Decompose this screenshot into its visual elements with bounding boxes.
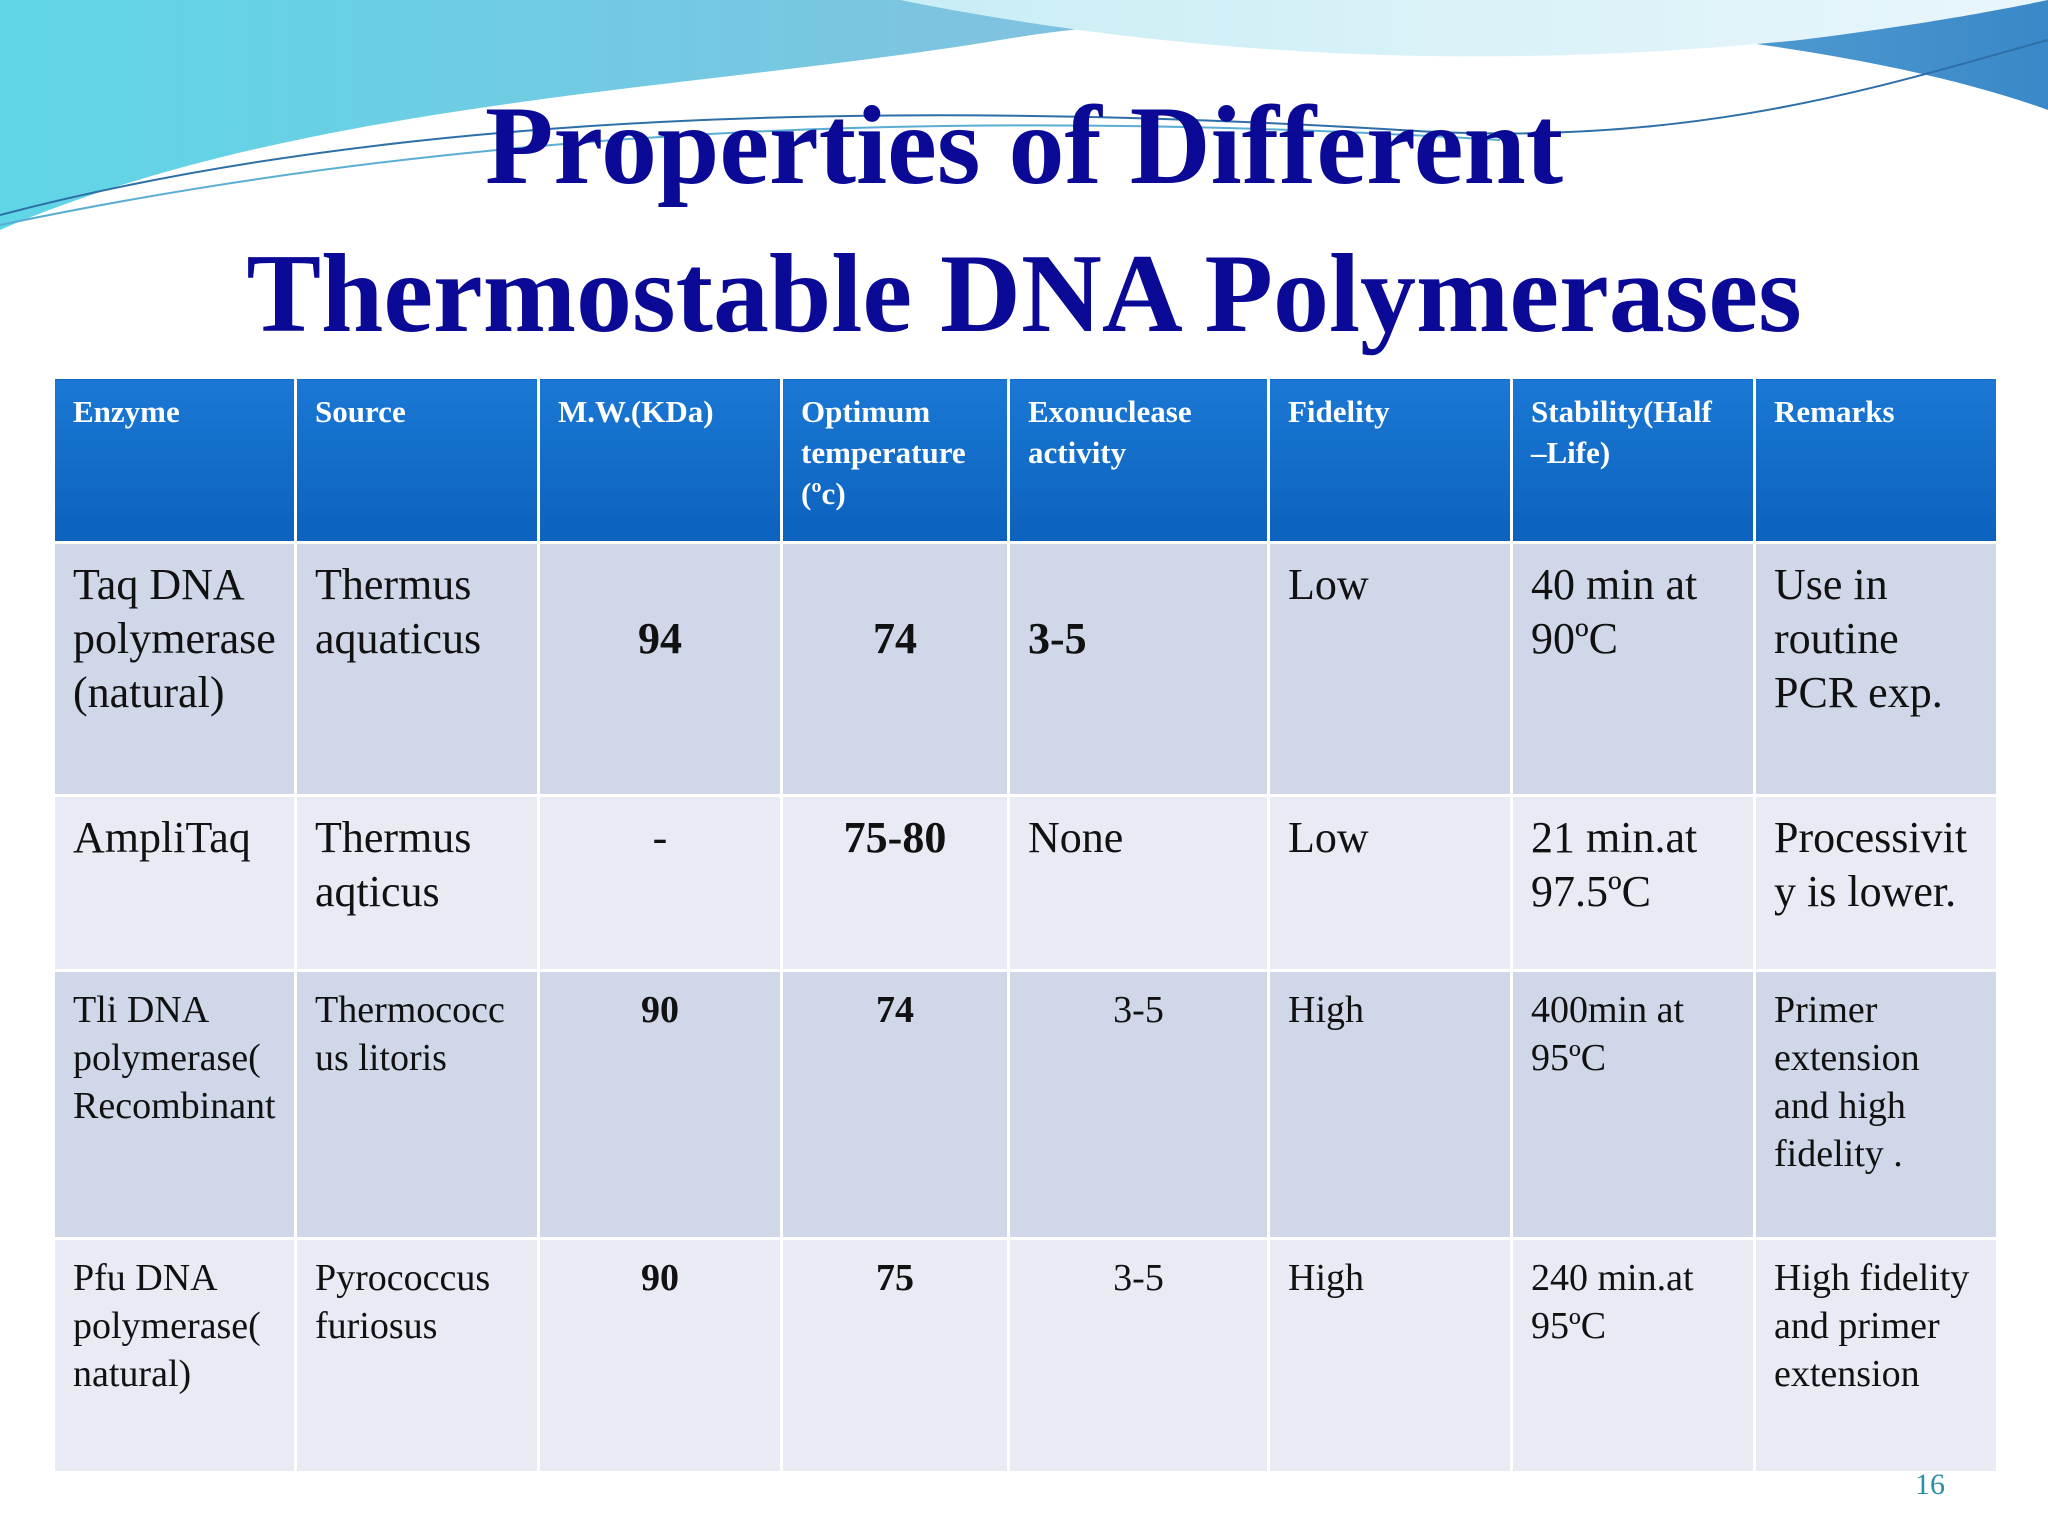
table-cell: Use in routine PCR exp. (1753, 541, 1999, 797)
table-row: Tli DNA polymerase(Recombinant Thermococc… (52, 969, 1999, 1240)
header-cell: Source (294, 376, 540, 544)
table-cell: Primer extension and high fidelity . (1753, 969, 1999, 1240)
table-cell: 3-5 (1007, 969, 1270, 1240)
table-row: Taq DNA polymerase(natural) Thermus aquat… (52, 541, 1999, 797)
header-cell: Optimum temperature (ºc) (780, 376, 1010, 544)
table-cell: 90 (537, 969, 783, 1240)
header-cell: Stability(Half –Life) (1510, 376, 1756, 544)
header-cell: Remarks (1753, 376, 1999, 544)
table-cell: Tli DNA polymerase(Recombinant (52, 969, 297, 1240)
table-cell: 21 min.at 97.5ºC (1510, 794, 1756, 972)
table-cell: Thermococcus litoris (294, 969, 540, 1240)
table-cell: AmpliTaq (52, 794, 297, 972)
table-cell: Low (1267, 794, 1513, 972)
header-cell: Fidelity (1267, 376, 1513, 544)
table-cell: 74 (780, 541, 1010, 797)
header-row: Enzyme Source M.W.(KDa) Optimum temperature… (52, 376, 1999, 544)
table-cell: Taq DNA polymerase(natural) (52, 541, 297, 797)
table-cell: 3-5 (1007, 541, 1270, 797)
table-cell: High (1267, 969, 1513, 1240)
table-cell: 90 (537, 1237, 783, 1474)
table-row: AmpliTaq Thermus aqticus -75-80 None Low 21 m… (52, 794, 1999, 972)
title-line: Thermostable DNA Polymerases (246, 232, 1802, 356)
table-cell: 74 (780, 969, 1010, 1240)
table-cell: High fidelity and primer extension (1753, 1237, 1999, 1474)
page-number: 16 (1915, 1468, 1945, 1501)
table-cell: None (1007, 794, 1270, 972)
header-wave (0, 0, 2048, 230)
slide-title: Properties of Different Thermostable DNA… (0, 72, 2048, 368)
title-line: Properties of Different (484, 84, 1564, 208)
table-cell: High (1267, 1237, 1513, 1474)
table-cell: 75-80 (780, 794, 1010, 972)
table-cell: 75 (780, 1237, 1010, 1474)
table-cell: 40 min at 90ºC (1510, 541, 1756, 797)
table-row: Pfu DNA polymerase(natural) Pyrococcus fu… (52, 1237, 1999, 1474)
table-cell: Processivity is lower. (1753, 794, 1999, 972)
header-cell: Exonuclease activity (1007, 376, 1270, 544)
header-cell: M.W.(KDa) (537, 376, 783, 544)
polymerase-table: Enzyme Source M.W.(KDa) Optimum temperature… (52, 376, 1999, 1474)
table-cell: Thermus aqticus (294, 794, 540, 972)
table-cell: 240 min.at 95ºC (1510, 1237, 1756, 1474)
table-cell: Pyrococcus furiosus (294, 1237, 540, 1474)
table-cell: 3-5 (1007, 1237, 1270, 1474)
table-cell: Low (1267, 541, 1513, 797)
table-cell: Pfu DNA polymerase(natural) (52, 1237, 297, 1474)
table-cell: - (537, 794, 783, 972)
table-cell: 400min at 95ºC (1510, 969, 1756, 1240)
header-cell: Enzyme (52, 376, 297, 544)
table-cell: Thermus aquaticus (294, 541, 540, 797)
table-cell: 94 (537, 541, 783, 797)
